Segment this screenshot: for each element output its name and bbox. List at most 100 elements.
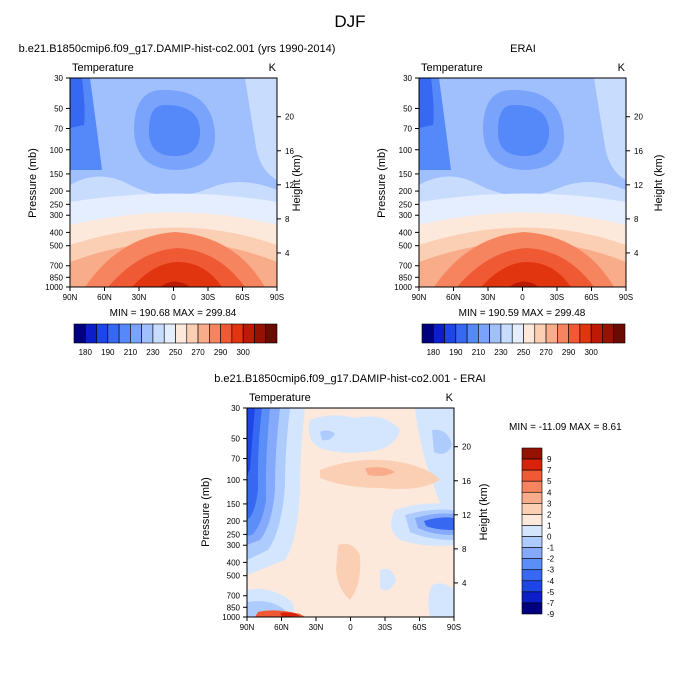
colorbar-tick-label: 2 <box>547 510 552 519</box>
colorbar-swatch <box>73 323 86 344</box>
colorbar-swatch <box>521 469 543 482</box>
colorbar-tick-label: -5 <box>547 588 555 597</box>
panel-left-label: Temperature <box>421 62 483 74</box>
colorbar-swatch <box>489 323 502 344</box>
x-tick-label: 90N <box>240 623 255 632</box>
panel-left-label: Temperature <box>72 62 134 74</box>
colorbar-swatch <box>613 323 626 344</box>
colorbar-swatch <box>557 323 569 344</box>
colorbar-swatch <box>500 323 513 344</box>
colorbar-swatch <box>96 323 109 344</box>
x-tick-label: 90S <box>619 293 633 302</box>
colorbar-tick-label: 210 <box>124 348 138 357</box>
colorbar-swatch <box>197 323 210 344</box>
colorbar-tick-label: 9 <box>547 455 552 464</box>
colorbar-swatch <box>534 323 547 344</box>
colorbar-swatch <box>141 323 154 344</box>
x-tick-label: 90S <box>270 293 284 302</box>
y-tick-label: 200 <box>399 187 413 196</box>
colorbar-swatch <box>521 503 543 515</box>
colorbar-tick-label: 190 <box>101 348 115 357</box>
y-tick-label: 200 <box>227 517 241 526</box>
y-tick-label: 1000 <box>222 613 240 622</box>
colorbar-tick-label: 230 <box>494 348 508 357</box>
y-tick-label: 100 <box>50 146 64 155</box>
y-tick-right-label: 16 <box>285 147 294 156</box>
y-tick-label: 150 <box>399 170 413 179</box>
y-tick-label: 500 <box>399 242 413 251</box>
colorbar-swatch <box>568 323 581 344</box>
y-tick-label: 1000 <box>394 283 412 292</box>
colorbar-swatch <box>521 580 543 593</box>
page-title: DJF <box>334 12 365 31</box>
colorbar-swatch <box>521 480 543 493</box>
x-tick-label: 60S <box>412 623 426 632</box>
y-tick-right-label: 16 <box>462 477 471 486</box>
panel-units-label: K <box>618 62 626 74</box>
x-tick-label: 30S <box>378 623 392 632</box>
colorbar-swatch <box>152 323 165 344</box>
colorbar-swatch <box>579 323 592 344</box>
y-tick-right-label: 8 <box>285 215 290 224</box>
colorbar-tick-label: 210 <box>472 348 486 357</box>
colorbar-swatch <box>521 458 543 471</box>
y-tick-label: 300 <box>50 211 64 220</box>
colorbar-swatch <box>130 323 142 344</box>
y-axis-label-right: Height (km) <box>478 484 490 541</box>
y-tick-right-label: 8 <box>462 545 467 554</box>
colorbar-swatch <box>511 323 524 344</box>
y-tick-right-label: 4 <box>634 249 639 258</box>
colorbar-swatch <box>545 323 558 344</box>
y-tick-right-label: 12 <box>285 181 294 190</box>
y-tick-right-label: 4 <box>285 249 290 258</box>
colorbar-tick-label: 180 <box>427 348 441 357</box>
colorbar-tick-label: -3 <box>547 566 555 575</box>
y-tick-label: 150 <box>50 170 64 179</box>
y-tick-label: 250 <box>50 200 64 209</box>
y-tick-label: 700 <box>399 262 413 271</box>
colorbar-swatch <box>265 323 278 344</box>
colorbar-swatch <box>242 323 255 344</box>
y-tick-right-label: 20 <box>462 443 471 452</box>
colorbar-swatch <box>521 514 543 526</box>
colorbar-swatch <box>432 323 445 344</box>
colorbar-tick-label: 290 <box>214 348 228 357</box>
y-tick-right-label: 12 <box>462 511 471 520</box>
colorbar-swatch <box>521 491 543 504</box>
y-axis-label: Pressure (mb) <box>376 148 388 218</box>
y-tick-label: 850 <box>50 273 64 282</box>
y-tick-label: 850 <box>227 603 241 612</box>
colorbar-swatch <box>521 569 543 582</box>
x-tick-label: 90N <box>412 293 427 302</box>
colorbar-swatch <box>444 323 457 344</box>
y-tick-right-label: 20 <box>634 113 643 122</box>
y-tick-label: 30 <box>403 74 412 83</box>
panel-title: ERAI <box>510 43 536 55</box>
contour-field <box>70 78 277 287</box>
x-tick-label: 90S <box>447 623 461 632</box>
x-tick-label: 0 <box>520 293 525 302</box>
y-tick-label: 70 <box>403 125 412 134</box>
colorbar-swatch <box>590 323 603 344</box>
panel-obs: ERAI Temperature K 90N 60N 30N 0 30S 60S 90S 30… <box>376 43 665 357</box>
y-tick-label: 30 <box>54 74 63 83</box>
colorbar-tick-label: -1 <box>547 544 555 553</box>
y-tick-label: 70 <box>231 455 240 464</box>
colorbar-tick-label: 7 <box>547 466 552 475</box>
y-tick-right-label: 20 <box>285 113 294 122</box>
y-tick-label: 250 <box>399 200 413 209</box>
x-tick-label: 30S <box>550 293 564 302</box>
x-tick-label: 60N <box>446 293 461 302</box>
min-max-label: MIN = 190.68 MAX = 299.84 <box>110 308 237 319</box>
colorbar-swatch <box>521 536 543 548</box>
colorbar-swatch <box>521 447 543 460</box>
colorbar-tick-label: 1 <box>547 521 552 530</box>
colorbar-tick-label: 3 <box>547 499 552 508</box>
x-tick-label: 30N <box>481 293 496 302</box>
y-tick-label: 400 <box>227 558 241 567</box>
colorbar-swatch <box>521 547 543 559</box>
panel-units-label: K <box>269 62 277 74</box>
y-tick-label: 100 <box>399 146 413 155</box>
y-axis-label-right: Height (km) <box>291 155 303 212</box>
